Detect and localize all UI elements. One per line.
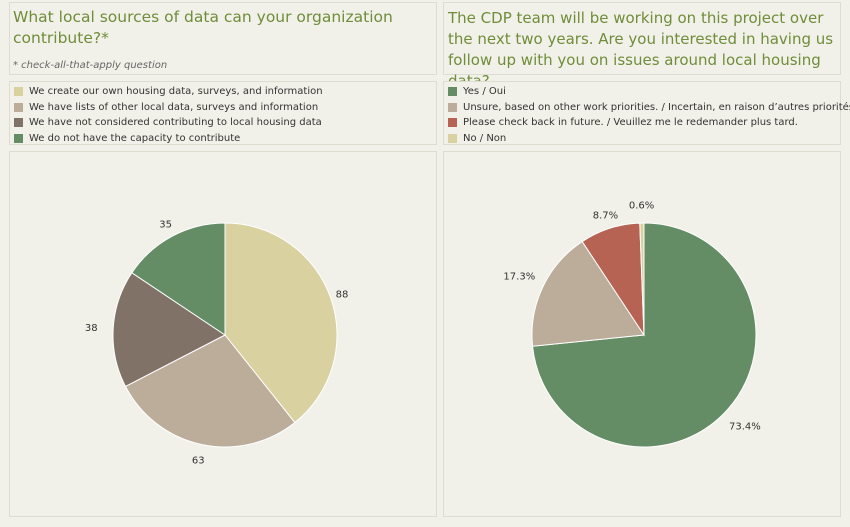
right-pie-chart: 73.4% 17.3% 8.7% 0.6% [503, 201, 761, 448]
legend-item[interactable]: We have not considered contributing to l… [14, 115, 323, 131]
slice-label: 38 [85, 323, 98, 334]
legend-label: Unsure, based on other work priorities. … [463, 101, 850, 113]
slice-label: 8.7% [593, 211, 618, 222]
legend-item[interactable]: Unsure, based on other work priorities. … [448, 100, 850, 116]
pie-slice[interactable] [112, 272, 226, 388]
legend-swatch [14, 118, 23, 128]
legend-item[interactable]: Yes / Oui [448, 84, 850, 100]
slice-label: 17.3% [503, 271, 535, 282]
legend-swatch [14, 133, 23, 143]
right-chart-title: The CDP team will be working on this pro… [448, 9, 834, 90]
legend-swatch [14, 102, 23, 112]
legend-label: We have not considered contributing to l… [29, 117, 322, 129]
legend-item[interactable]: We do not have the capacity to contribut… [14, 131, 323, 147]
pie-slice[interactable] [531, 240, 645, 347]
legend-swatch [448, 133, 457, 143]
legend-label: We have lists of other local data, surve… [29, 101, 319, 113]
left-title-panel: What local sources of data can your orga… [9, 2, 437, 75]
legend-label: We create our own housing data, surveys,… [29, 86, 323, 98]
right-title-panel: The CDP team will be working on this pro… [443, 2, 841, 90]
right-legend-panel: Yes / Oui Unsure, based on other work pri… [443, 81, 850, 145]
left-legend-panel: We create our own housing data, surveys,… [9, 81, 437, 145]
legend-swatch [14, 87, 23, 97]
left-legend: We create our own housing data, surveys,… [14, 84, 323, 146]
pie-slice[interactable] [124, 334, 296, 448]
slice-label: 73.4% [729, 422, 761, 433]
legend-item[interactable]: No / Non [448, 131, 850, 147]
pie-slice[interactable] [639, 222, 645, 336]
legend-item[interactable]: We have lists of other local data, surve… [14, 100, 323, 116]
left-chart-note: * check-all-that-apply question [13, 60, 168, 71]
legend-label: No / Non [463, 132, 507, 144]
right-legend: Yes / Oui Unsure, based on other work pri… [448, 84, 850, 146]
left-chart-panel: 88 63 38 35 [9, 151, 437, 517]
right-chart-panel: 73.4% 17.3% 8.7% 0.6% [443, 151, 841, 517]
legend-label: Please check back in future. / Veuillez … [463, 117, 798, 129]
left-pie-chart: 88 63 38 35 [85, 219, 349, 467]
slice-label: 88 [336, 290, 349, 301]
slice-label: 0.6% [629, 201, 654, 212]
legend-swatch [448, 87, 457, 97]
pie-slice[interactable] [224, 222, 338, 424]
slice-label: 35 [159, 219, 172, 230]
slice-label: 63 [192, 456, 205, 467]
legend-swatch [448, 118, 457, 128]
legend-label: We do not have the capacity to contribut… [29, 132, 241, 144]
legend-label: Yes / Oui [463, 86, 506, 98]
left-chart-title: What local sources of data can your orga… [13, 8, 393, 47]
pie-slice[interactable] [131, 222, 226, 336]
legend-swatch [448, 102, 457, 112]
legend-item[interactable]: We create our own housing data, surveys,… [14, 84, 323, 100]
legend-item[interactable]: Please check back in future. / Veuillez … [448, 115, 850, 131]
